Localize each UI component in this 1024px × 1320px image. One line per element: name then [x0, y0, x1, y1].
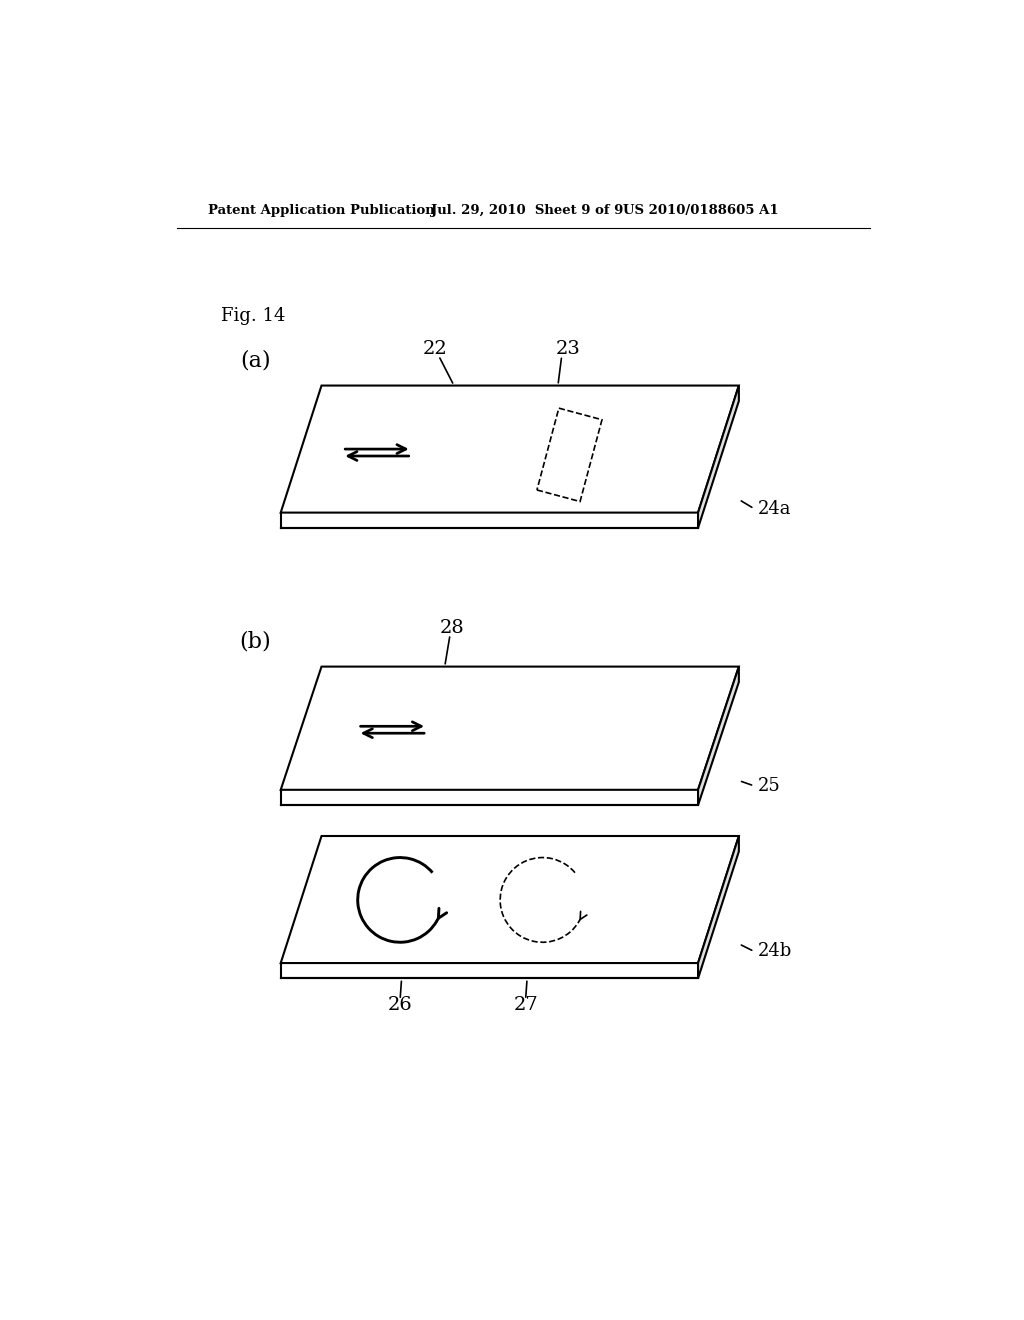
- Polygon shape: [698, 385, 739, 528]
- Text: Jul. 29, 2010  Sheet 9 of 9: Jul. 29, 2010 Sheet 9 of 9: [431, 205, 624, 218]
- Polygon shape: [698, 667, 739, 805]
- Polygon shape: [698, 836, 739, 978]
- Text: 24a: 24a: [758, 500, 792, 517]
- Text: Patent Application Publication: Patent Application Publication: [208, 205, 434, 218]
- Text: 22: 22: [422, 341, 447, 358]
- Polygon shape: [281, 385, 739, 512]
- Text: (b): (b): [240, 631, 271, 653]
- Text: 28: 28: [440, 619, 465, 638]
- Polygon shape: [281, 836, 739, 964]
- Text: 24b: 24b: [758, 942, 793, 961]
- Text: 26: 26: [388, 997, 413, 1014]
- Text: (a): (a): [240, 350, 270, 372]
- Polygon shape: [281, 667, 739, 789]
- Text: US 2010/0188605 A1: US 2010/0188605 A1: [624, 205, 779, 218]
- Text: 23: 23: [555, 341, 581, 358]
- Text: Fig. 14: Fig. 14: [221, 308, 286, 325]
- Text: 25: 25: [758, 777, 781, 795]
- Text: 27: 27: [513, 997, 538, 1014]
